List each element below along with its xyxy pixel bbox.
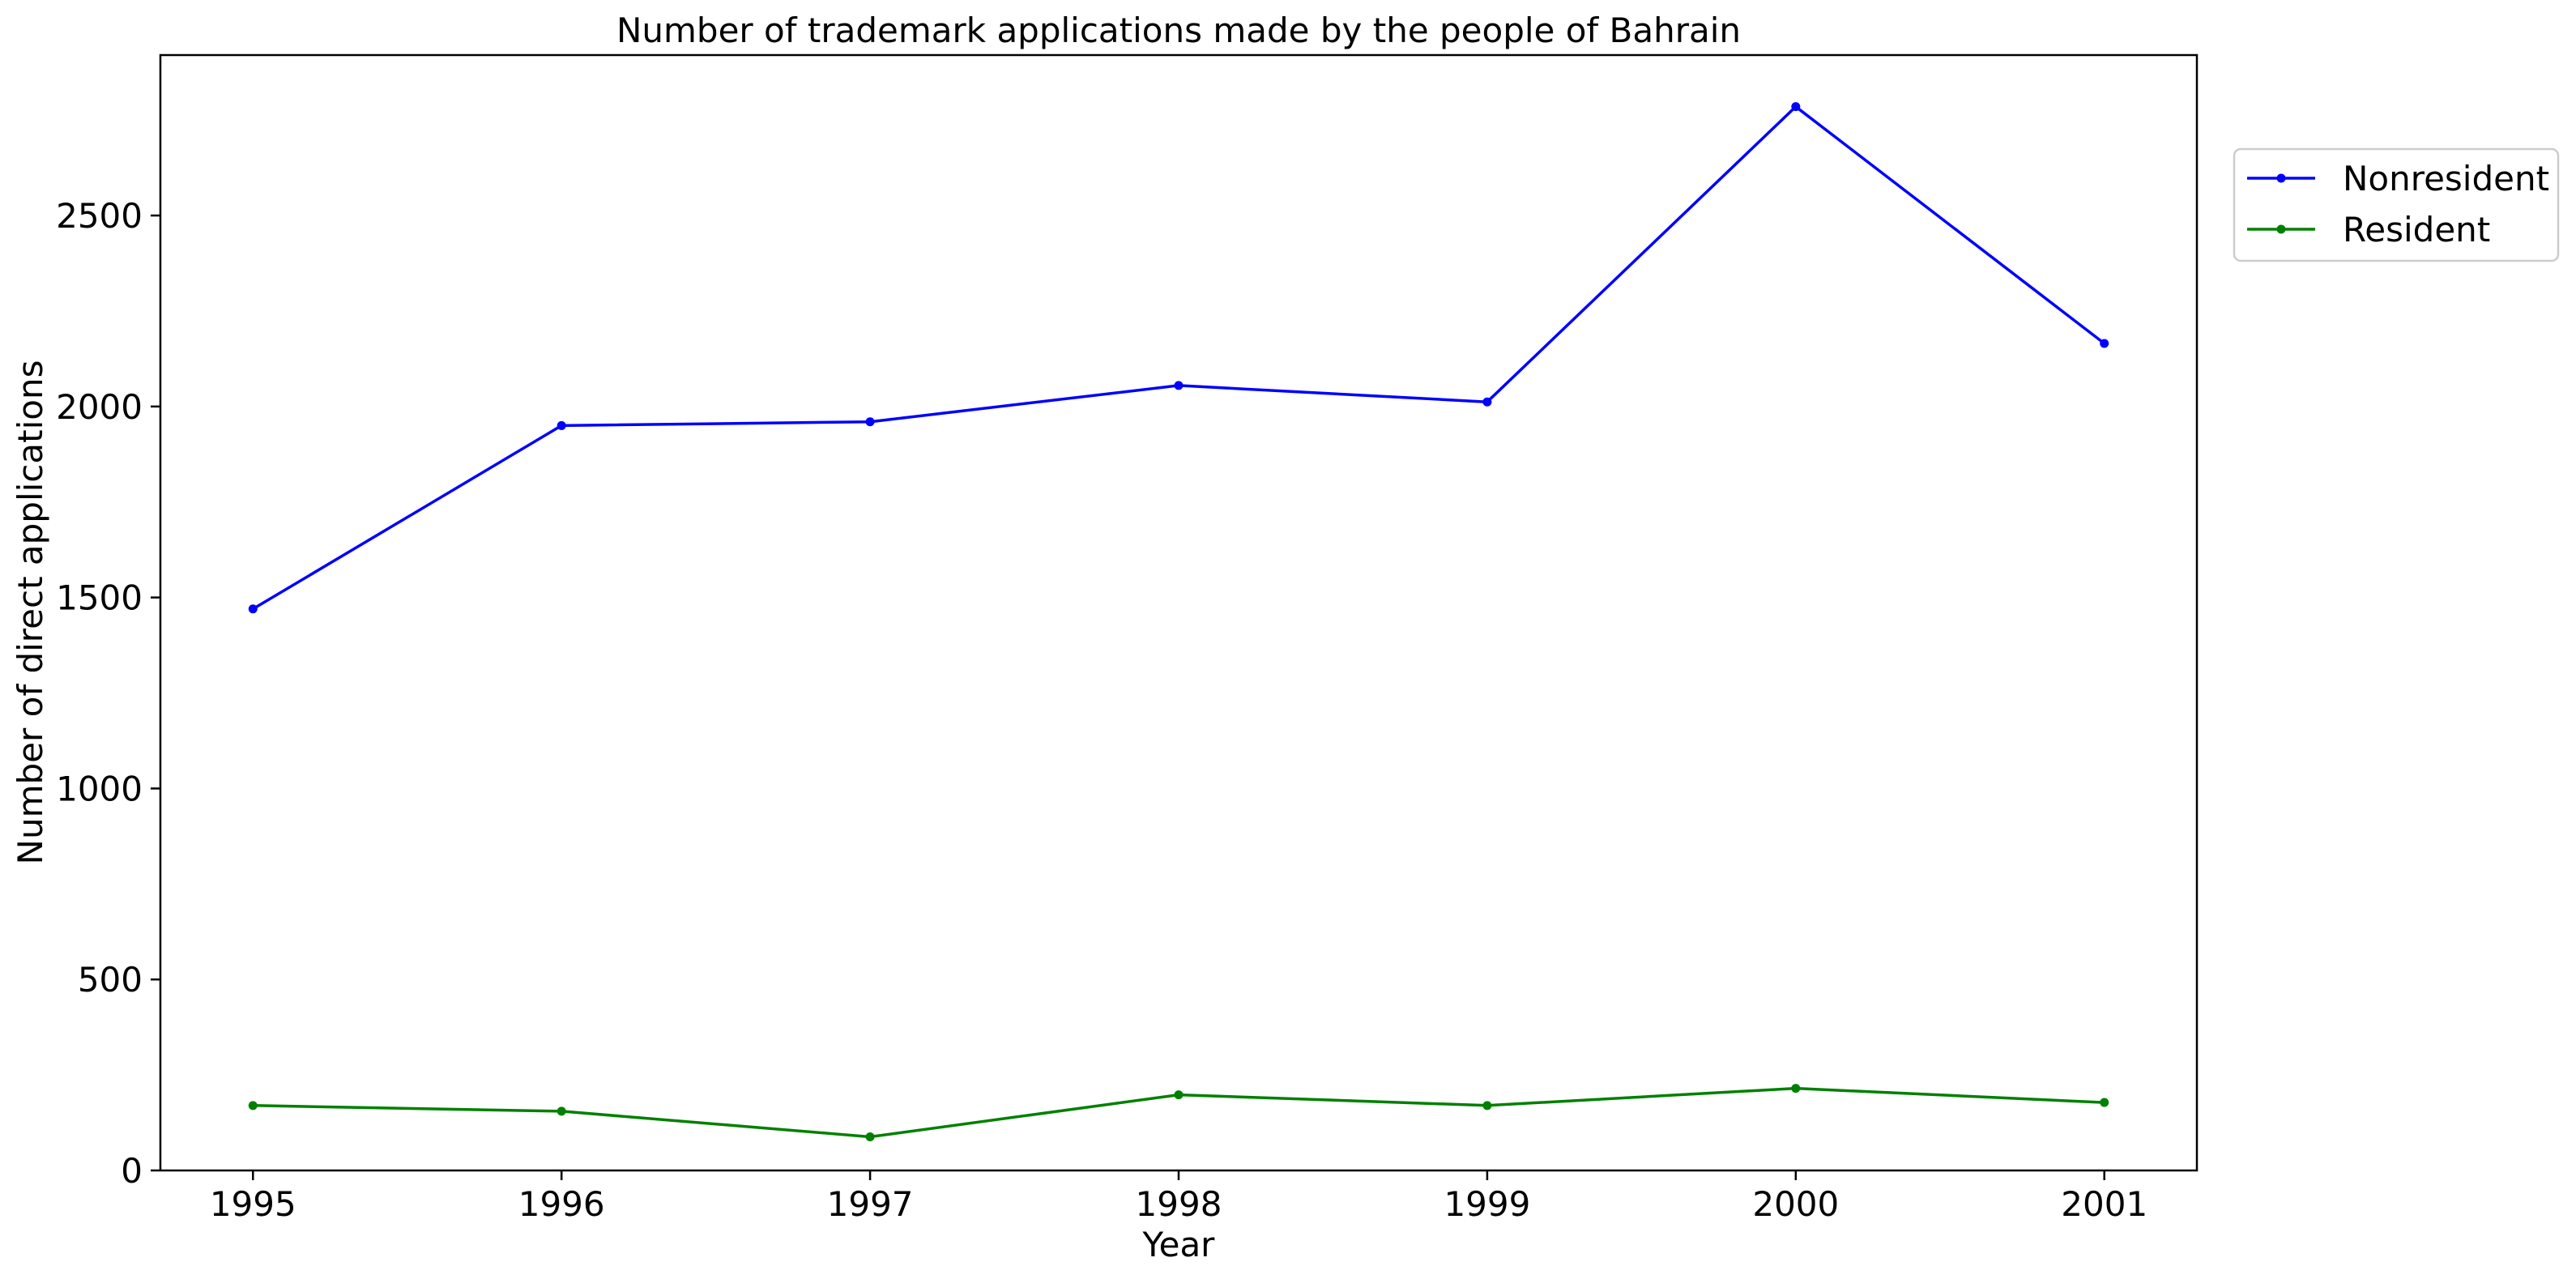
x-tick-label: 1999 — [1444, 1184, 1530, 1224]
x-tick-label: 2001 — [2061, 1184, 2147, 1224]
legend-swatch-marker — [2276, 173, 2286, 183]
data-point-nonresident — [865, 417, 875, 427]
data-point-resident — [1482, 1101, 1492, 1111]
legend-swatch-marker — [2276, 224, 2286, 234]
x-tick-label: 1998 — [1136, 1184, 1222, 1224]
legend-item-nonresident: Nonresident — [2247, 159, 2549, 198]
data-point-resident — [1174, 1090, 1184, 1100]
legend-entries: Nonresident Resident — [2247, 159, 2549, 249]
legend-label: Resident — [2343, 210, 2490, 249]
data-point-resident — [2100, 1098, 2109, 1107]
x-tick-label: 1996 — [518, 1184, 605, 1224]
y-tick-label: 500 — [78, 960, 143, 1000]
data-point-resident — [865, 1132, 875, 1142]
data-point-nonresident — [248, 604, 258, 614]
x-axis: 1995 1996 1997 1998 1999 2000 2001 — [210, 1170, 2147, 1224]
y-axis-label: Number of direct applications — [11, 360, 50, 865]
y-tick-label: 1000 — [56, 769, 143, 808]
y-tick-label: 2000 — [56, 387, 143, 427]
data-point-nonresident — [1482, 397, 1492, 407]
legend: Nonresident Resident — [2233, 147, 2560, 262]
chart-title: Number of trademark applications made by… — [616, 11, 1741, 50]
data-point-resident — [557, 1106, 566, 1116]
x-axis-label: Year — [1142, 1225, 1216, 1264]
data-point-resident — [248, 1101, 258, 1111]
y-tick-label: 1500 — [56, 578, 143, 618]
y-tick-label: 2500 — [56, 196, 143, 236]
series-nonresident — [248, 102, 2109, 614]
legend-item-resident: Resident — [2247, 210, 2490, 249]
x-tick-label: 1997 — [827, 1184, 914, 1224]
data-point-nonresident — [1791, 102, 1801, 112]
x-tick-label: 2000 — [1752, 1184, 1839, 1224]
x-tick-label: 1995 — [210, 1184, 296, 1224]
series-resident — [248, 1084, 2109, 1142]
data-point-nonresident — [1174, 381, 1184, 390]
data-point-nonresident — [557, 420, 566, 430]
series-layer — [248, 102, 2109, 1142]
data-point-nonresident — [2100, 339, 2109, 348]
legend-label: Nonresident — [2343, 159, 2549, 198]
y-axis: 0 500 1000 1500 2000 2500 — [56, 196, 160, 1191]
data-point-resident — [1791, 1084, 1801, 1094]
y-tick-label: 0 — [121, 1151, 143, 1191]
